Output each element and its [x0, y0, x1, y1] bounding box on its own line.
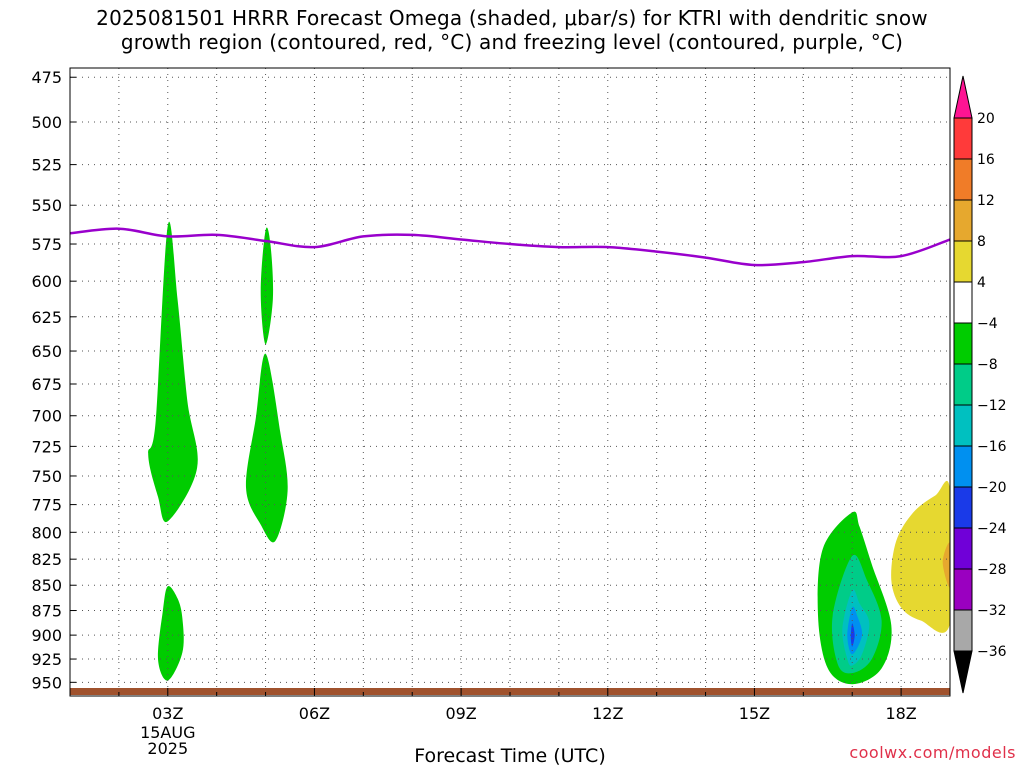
contour-lines: [70, 227, 950, 267]
y-axis: 475 500 525 550 575 600 625 650 675 700 725 750 775 8…: [31, 68, 76, 692]
colorbar-label: 8: [977, 234, 986, 250]
colorbar-bin: [953, 363, 973, 406]
y-tick-label: 575: [31, 235, 62, 254]
colorbar-label: 4: [977, 275, 986, 291]
y-tick-label: 800: [31, 523, 62, 542]
y-tick-label: 875: [31, 602, 62, 621]
colorbar-bin: [953, 117, 973, 160]
omega-region: [891, 481, 950, 633]
colorbar: 20 16 12 8 4 −4 −8 −12 −16 −20 −24 −28 −32 −36: [953, 75, 1007, 694]
omega-region: [148, 221, 198, 523]
colorbar-bin: [953, 445, 973, 488]
y-tick-label: 600: [31, 272, 62, 291]
colorbar-bottom-arrow: [953, 650, 973, 694]
y-tick-label: 700: [31, 407, 62, 426]
x-tick-label: 06Z: [299, 704, 330, 723]
freezing-level-line: [70, 227, 950, 267]
chart-title-line-2: growth region (contoured, red, °C) and f…: [120, 30, 904, 54]
x-tick-label: 09Z: [445, 704, 476, 723]
x-tick-label: 03Z: [152, 704, 183, 723]
x-axis-label: Forecast Time (UTC): [414, 745, 606, 767]
colorbar-bin: [953, 281, 973, 324]
colorbar-label: −32: [977, 603, 1007, 619]
y-tick-label: 675: [31, 375, 62, 394]
y-tick-label: 775: [31, 496, 62, 515]
y-tick-label: 525: [31, 156, 62, 175]
omega-region: [157, 585, 184, 681]
colorbar-label: −36: [977, 644, 1007, 660]
colorbar-label: −24: [977, 521, 1007, 537]
colorbar-label: 16: [977, 152, 995, 168]
colorbar-bin: [953, 158, 973, 201]
colorbar-bin: [953, 240, 973, 283]
site-credit: coolwx.com/models: [849, 743, 1016, 762]
y-tick-label: 850: [31, 576, 62, 595]
y-tick-label: 550: [31, 196, 62, 215]
chart-title-line-1: 2025081501 HRRR Forecast Omega (shaded, …: [96, 6, 928, 30]
colorbar-bin: [953, 527, 973, 570]
y-tick-label: 925: [31, 650, 62, 669]
x-tick-date-label: 2025: [147, 739, 188, 758]
omega-region: [260, 227, 274, 345]
omega-region: [847, 606, 863, 655]
y-tick-label: 900: [31, 626, 62, 645]
y-tick-label: 500: [31, 113, 62, 132]
colorbar-label: −20: [977, 480, 1007, 496]
y-tick-label: 750: [31, 467, 62, 486]
y-tick-label: 950: [31, 673, 62, 692]
y-tick-label: 725: [31, 437, 62, 456]
omega-region: [942, 542, 950, 588]
plot-background: [70, 68, 950, 696]
x-tick-label: 15Z: [739, 704, 770, 723]
omega-region: [245, 353, 288, 543]
colorbar-label: −4: [977, 316, 998, 332]
colorbar-bin: [953, 322, 973, 365]
terrain-strip: [70, 688, 950, 695]
omega-region: [850, 623, 855, 647]
colorbar-label: 12: [977, 193, 995, 209]
colorbar-bin: [953, 609, 973, 652]
x-tick-label: 12Z: [592, 704, 623, 723]
colorbar-label: −28: [977, 562, 1007, 578]
x-tick-label: 18Z: [885, 704, 916, 723]
colorbar-label: −8: [977, 357, 998, 373]
y-tick-label: 625: [31, 308, 62, 327]
colorbar-top-arrow: [953, 75, 973, 119]
y-tick-label: 825: [31, 550, 62, 569]
y-tick-label: 475: [31, 68, 62, 87]
y-tick-label: 650: [31, 342, 62, 361]
chart-title: 2025081501 HRRR Forecast Omega (shaded, …: [0, 6, 1024, 54]
colorbar-label: −16: [977, 439, 1007, 455]
x-tick-date-label: 15AUG: [140, 723, 195, 742]
colorbar-bin: [953, 199, 973, 242]
colorbar-bin: [953, 404, 973, 447]
colorbar-bin: [953, 568, 973, 611]
omega-fills: [70, 221, 950, 695]
colorbar-label: −12: [977, 398, 1007, 414]
colorbar-label: 20: [977, 111, 995, 127]
colorbar-bin: [953, 486, 973, 529]
